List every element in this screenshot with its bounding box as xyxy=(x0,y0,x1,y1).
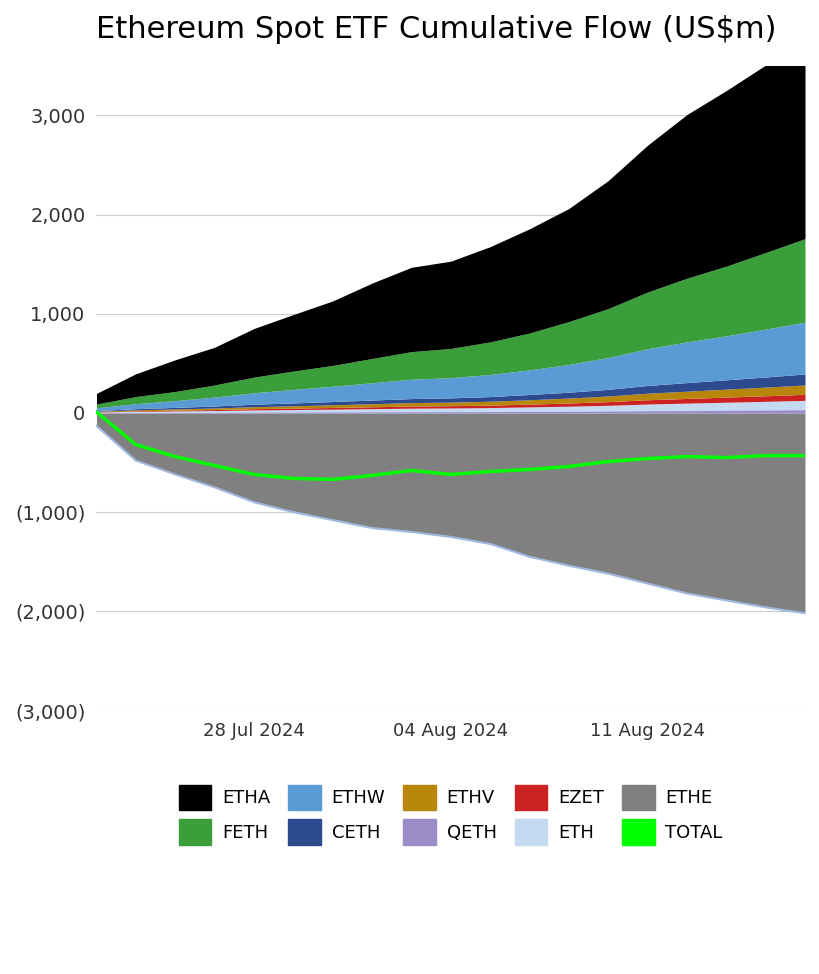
Legend: ETHA, FETH, ETHW, CETH, ETHV, QETH, EZET, ETH, ETHE, TOTAL: ETHA, FETH, ETHW, CETH, ETHV, QETH, EZET… xyxy=(171,777,729,852)
Text: Ethereum Spot ETF Cumulative Flow (US$m): Ethereum Spot ETF Cumulative Flow (US$m) xyxy=(97,15,776,44)
